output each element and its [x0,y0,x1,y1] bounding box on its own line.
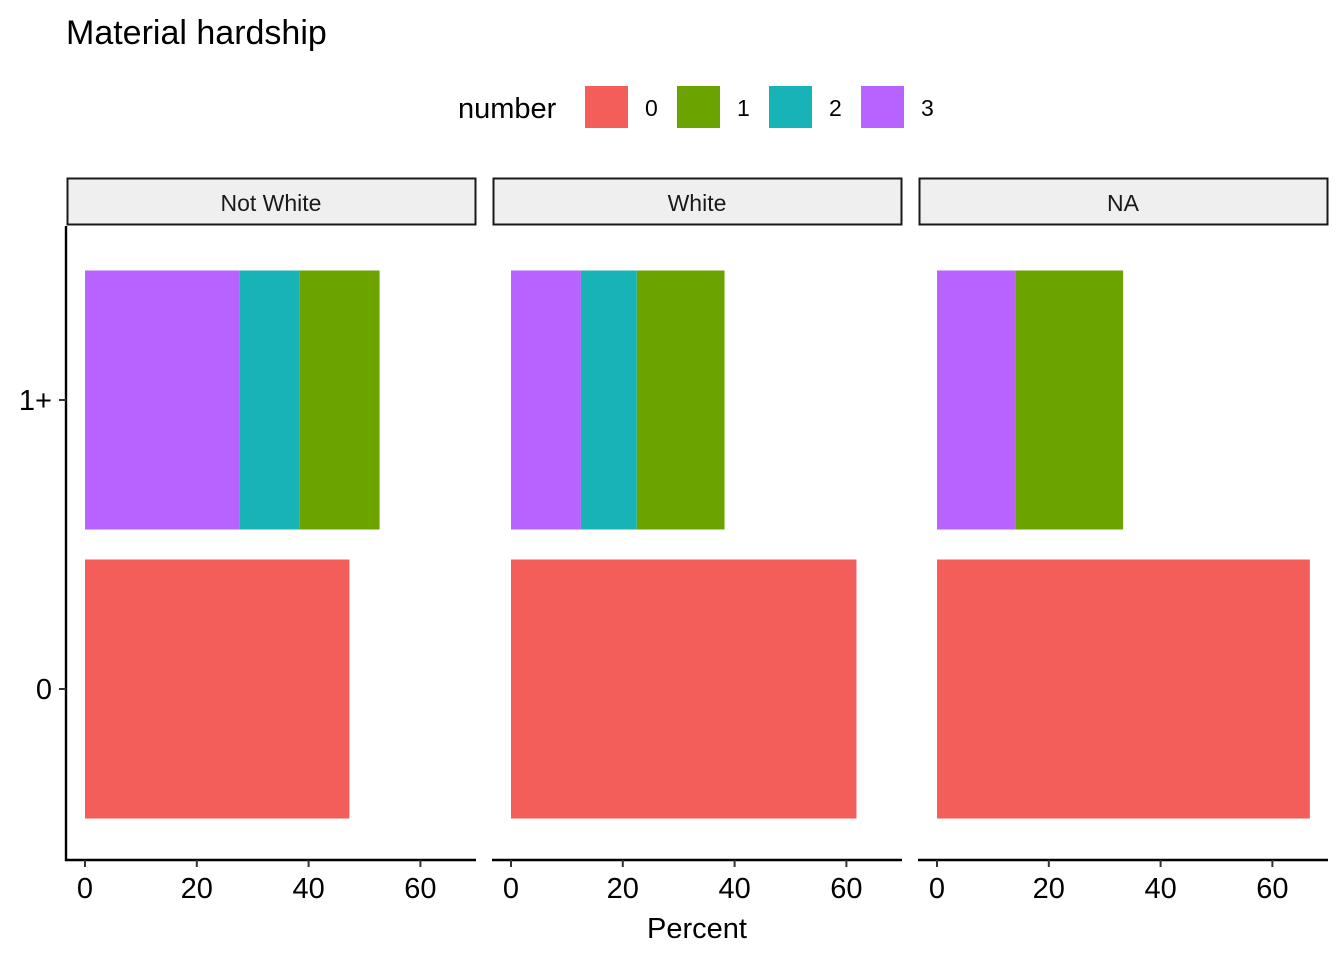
bar-segment [85,270,240,530]
legend-swatch-1 [677,86,720,128]
legend-label-0: 0 [645,95,658,121]
x-tick-label: 20 [607,873,639,905]
facet-strip-label: Not White [221,190,322,216]
legend-label-1: 1 [737,95,750,121]
bar-segment [937,270,1016,530]
bar-segment [580,270,637,530]
facet-panel: White 0 20 40 60 [492,177,903,905]
x-tick-label: 0 [503,873,519,905]
facet-strip [66,177,477,226]
facet-strip-label: NA [1107,190,1140,216]
x-tick-label: 60 [404,873,436,905]
chart-title: Material hardship [66,14,327,52]
y-tick-label: 1+ [19,385,52,417]
x-tick-label: 40 [292,873,324,905]
legend-swatch-0 [585,86,628,128]
x-tick-label: 40 [718,873,750,905]
facet-strip [492,177,903,226]
x-tick-label: 20 [181,873,213,905]
facet-strip-label: White [668,190,727,216]
x-tick-label: 40 [1144,873,1176,905]
legend-title: number [458,93,557,125]
bar-segment [85,559,350,819]
legend-swatch-2 [769,86,812,128]
bar-segment [636,270,725,530]
bar-segment [299,270,380,530]
facet-panel: NA 0 20 40 60 [918,177,1329,905]
y-tick-label: 0 [36,674,52,706]
bar-segment [239,270,300,530]
legend: number 0 1 2 3 [458,86,934,128]
bar-segment [511,559,857,819]
x-tick-label: 60 [830,873,862,905]
legend-swatch-3 [861,86,904,128]
x-axis-title: Percent [647,913,747,945]
bar-segment [511,270,581,530]
bar-segment [1015,270,1124,530]
legend-label-2: 2 [829,95,842,121]
bar-segment [937,559,1310,819]
x-tick-label: 0 [77,873,93,905]
facet-strip [918,177,1329,226]
x-tick-label: 20 [1033,873,1065,905]
x-tick-label: 0 [929,873,945,905]
facet-panel: Not White 0 20 40 60 1+ 0 [19,177,477,905]
facet-panels: Not White 0 20 40 60 1+ 0 White 0 20 40 60 NA 0 20 40 60 [19,177,1329,905]
x-tick-label: 60 [1256,873,1288,905]
legend-label-3: 3 [921,95,934,121]
